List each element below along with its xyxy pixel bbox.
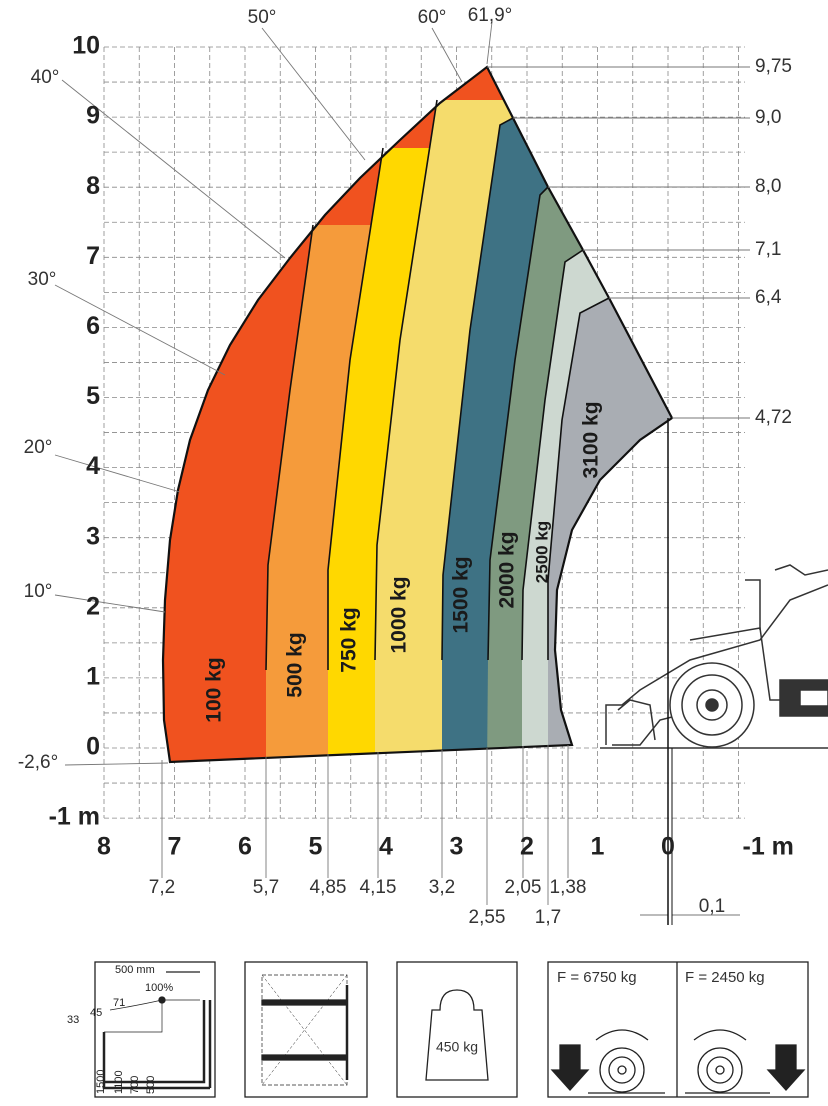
load-zones	[0, 0, 828, 900]
x-axis-label: 7	[168, 833, 182, 861]
zone-label: 2000 kg	[496, 531, 519, 608]
icon-text: 71	[113, 997, 125, 1009]
y-axis-label: 1	[86, 663, 100, 691]
x-axis-label: 5	[309, 833, 323, 861]
icon-text: 500	[145, 1076, 157, 1094]
x-axis-label: 4	[379, 833, 393, 861]
icon-text: 500 mm	[115, 964, 155, 976]
x-axis-label: 3	[450, 833, 464, 861]
x-axis-label: 1	[591, 833, 605, 861]
y-axis-label: 8	[86, 172, 100, 200]
icon-text: F = 2450 kg	[685, 969, 765, 986]
x-axis-label: 6	[238, 833, 252, 861]
zone-label: 1500 kg	[450, 556, 473, 633]
telehandler	[600, 565, 828, 748]
y-axis-label: 9	[86, 102, 100, 130]
y-axis-label: 3	[86, 522, 100, 550]
angle-label: 20°	[24, 437, 53, 458]
height-label: 6,4	[755, 287, 782, 308]
y-axis-label: 2	[86, 592, 100, 620]
y-axis-label: 0	[86, 733, 100, 761]
distance-label: 1,7	[535, 907, 561, 928]
distance-label: 1,38	[550, 877, 587, 898]
height-label: 4,72	[755, 407, 792, 428]
distance-label: 0,1	[699, 896, 725, 917]
angle-label: 50°	[248, 7, 277, 28]
y-axis-label: 4	[86, 452, 100, 480]
angle-label: 60°	[418, 7, 447, 28]
y-axis-label: 6	[86, 312, 100, 340]
angle-label: 30°	[28, 269, 57, 290]
angle-label: 10°	[24, 581, 53, 602]
angle-label: 61,9°	[468, 5, 513, 26]
y-axis-label: 5	[86, 382, 100, 410]
zone-label: 2500 kg	[532, 521, 551, 583]
zone-label: 1000 kg	[388, 576, 411, 653]
leader-line	[55, 455, 180, 492]
leader-line	[55, 595, 165, 612]
icon-text: F = 6750 kg	[557, 969, 637, 986]
leader-line	[55, 285, 225, 375]
leader-line	[432, 28, 462, 82]
distance-label: 2,55	[469, 907, 506, 928]
icon-text: 700	[129, 1076, 141, 1094]
distance-label: 4,85	[310, 877, 347, 898]
zone-label: 750 kg	[338, 607, 361, 672]
height-label: 9,0	[755, 107, 781, 128]
angle-label: -2,6°	[18, 752, 58, 773]
icon-text: 33	[67, 1014, 79, 1026]
zone-label: 500 kg	[284, 632, 307, 697]
x-axis-label: -1 m	[743, 833, 794, 861]
leader-line	[262, 28, 365, 160]
icon-text: 450 kg	[436, 1039, 478, 1055]
height-label: 9,75	[755, 56, 792, 77]
load-chart: 109876543210-1 m876543210-1 m50°60°61,9°…	[0, 0, 828, 1106]
angle-label: 40°	[31, 67, 60, 88]
distance-label: 5,7	[253, 877, 279, 898]
y-axis-label: -1 m	[49, 803, 100, 831]
icon-text: 45	[90, 1007, 102, 1019]
distance-label: 4,15	[360, 877, 397, 898]
zone-label: 100 kg	[203, 657, 226, 722]
y-axis-label: 10	[72, 32, 100, 60]
distance-label: 7,2	[149, 877, 175, 898]
icon-text: 100%	[145, 982, 173, 994]
x-axis-label: 2	[520, 833, 534, 861]
x-axis-label: 0	[661, 833, 675, 861]
leader-line	[65, 763, 168, 765]
distance-label: 2,05	[505, 877, 542, 898]
distance-label: 3,2	[429, 877, 455, 898]
leader-line	[487, 22, 492, 64]
height-label: 7,1	[755, 239, 781, 260]
x-axis-label: 8	[97, 833, 111, 861]
y-axis-label: 7	[86, 242, 100, 270]
zone-label: 3100 kg	[580, 401, 603, 478]
height-label: 8,0	[755, 176, 781, 197]
